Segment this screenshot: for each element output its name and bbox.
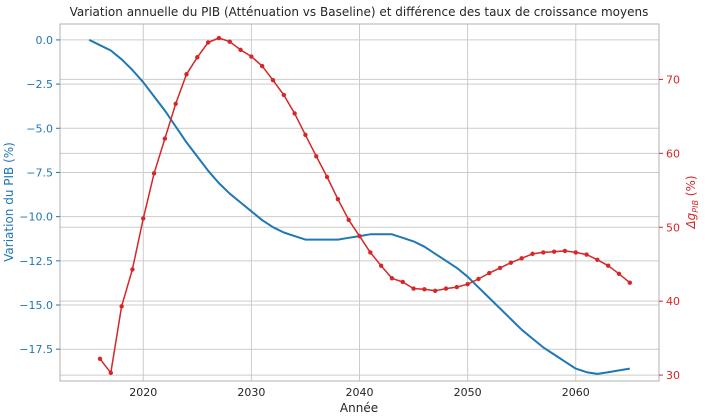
growth-difference-point xyxy=(357,233,362,239)
y-left-tick-label: −2.5 xyxy=(26,78,53,91)
growth-difference-point xyxy=(378,263,384,268)
growth-difference-point xyxy=(487,270,492,276)
y-left-tick-label: 0.0 xyxy=(36,34,54,47)
x-tick-label: 2030 xyxy=(237,386,265,399)
growth-difference-point xyxy=(422,287,427,292)
x-tick-label: 2020 xyxy=(129,386,157,399)
growth-difference-point xyxy=(141,216,146,221)
growth-difference-point xyxy=(508,260,514,265)
y-left-tick-label: −17.5 xyxy=(19,343,53,356)
growth-difference-point xyxy=(562,248,568,254)
growth-difference-point xyxy=(173,101,178,107)
growth-difference-point xyxy=(465,281,470,287)
y-right-axis-label: ΔgPIB (%) xyxy=(684,175,700,229)
growth-difference-point xyxy=(314,154,319,159)
growth-difference-point xyxy=(259,63,265,69)
growth-difference-point xyxy=(162,136,168,141)
chart-title: Variation annuelle du PIB (Atténuation v… xyxy=(70,5,649,19)
y-left-tick-label: −15.0 xyxy=(19,299,53,312)
growth-difference-point xyxy=(411,286,416,291)
y-left-axis-label: Variation du PIB (%) xyxy=(2,142,16,262)
y-right-axis-ticks: 30 40 50 60 70 xyxy=(659,73,680,382)
growth-difference-point xyxy=(270,77,276,83)
growth-difference-point xyxy=(627,280,633,285)
y-left-axis-ticks: 0.0 −2.5 −5.0 −7.5 −10.0 −12.5 −15.0 −17.5 xyxy=(19,34,60,356)
growth-difference-point xyxy=(443,286,449,291)
growth-difference-point xyxy=(324,174,330,180)
growth-difference-point xyxy=(281,92,287,98)
y-right-tick-label: 50 xyxy=(666,221,680,234)
x-tick-label: 2050 xyxy=(454,386,482,399)
growth-difference-point xyxy=(238,47,243,53)
growth-difference-point xyxy=(346,217,351,223)
growth-difference-point xyxy=(454,284,460,290)
growth-difference-point xyxy=(389,276,395,281)
y-left-tick-label: −12.5 xyxy=(19,255,53,268)
growth-difference-point xyxy=(205,40,211,45)
y-right-label-symbol: Δg xyxy=(684,212,698,229)
growth-difference-point xyxy=(151,171,157,176)
growth-difference-point xyxy=(497,265,503,271)
growth-difference-point xyxy=(605,263,611,268)
growth-difference-point xyxy=(400,279,405,285)
y-right-label-unit: (%) xyxy=(684,175,698,200)
growth-difference-point xyxy=(476,276,481,282)
series-growth-difference xyxy=(97,35,633,376)
growth-difference-point xyxy=(292,111,297,116)
growth-difference-point xyxy=(573,250,578,255)
y-right-tick-label: 70 xyxy=(666,73,680,86)
growth-difference-point xyxy=(616,271,622,277)
y-right-tick-label: 30 xyxy=(666,369,680,382)
growth-difference-point xyxy=(595,257,600,262)
plot-frame xyxy=(59,23,660,382)
growth-difference-point xyxy=(119,304,124,309)
x-tick-label: 2040 xyxy=(346,386,374,399)
growth-difference-point xyxy=(227,39,232,44)
x-axis-ticks: 2020 2030 2040 2050 2060 xyxy=(129,386,589,399)
growth-difference-point xyxy=(195,55,200,60)
growth-difference-point xyxy=(541,250,546,255)
y-right-tick-label: 40 xyxy=(666,295,680,308)
growth-difference-point xyxy=(97,356,103,362)
growth-difference-point xyxy=(530,251,535,257)
growth-difference-point xyxy=(249,54,254,59)
y-right-tick-label: 60 xyxy=(666,147,680,160)
growth-difference-point xyxy=(551,249,557,254)
growth-difference-point xyxy=(108,370,114,376)
x-tick-label: 2060 xyxy=(562,386,590,399)
growth-difference-point xyxy=(432,288,438,294)
growth-difference-point xyxy=(130,267,135,272)
x-axis-label: Année xyxy=(340,401,378,415)
growth-difference-point xyxy=(303,132,308,138)
y-left-tick-label: −7.5 xyxy=(26,166,53,179)
growth-difference-point xyxy=(519,256,524,261)
growth-difference-point xyxy=(216,35,222,41)
grid-lines xyxy=(60,24,659,381)
growth-difference-point xyxy=(584,252,589,257)
y-left-tick-label: −10.0 xyxy=(19,211,53,224)
growth-difference-point xyxy=(335,196,341,202)
growth-difference-point xyxy=(368,250,373,255)
y-right-label-subscript: PIB xyxy=(691,200,700,213)
y-left-tick-label: −5.0 xyxy=(26,122,53,135)
growth-difference-point xyxy=(184,72,189,77)
